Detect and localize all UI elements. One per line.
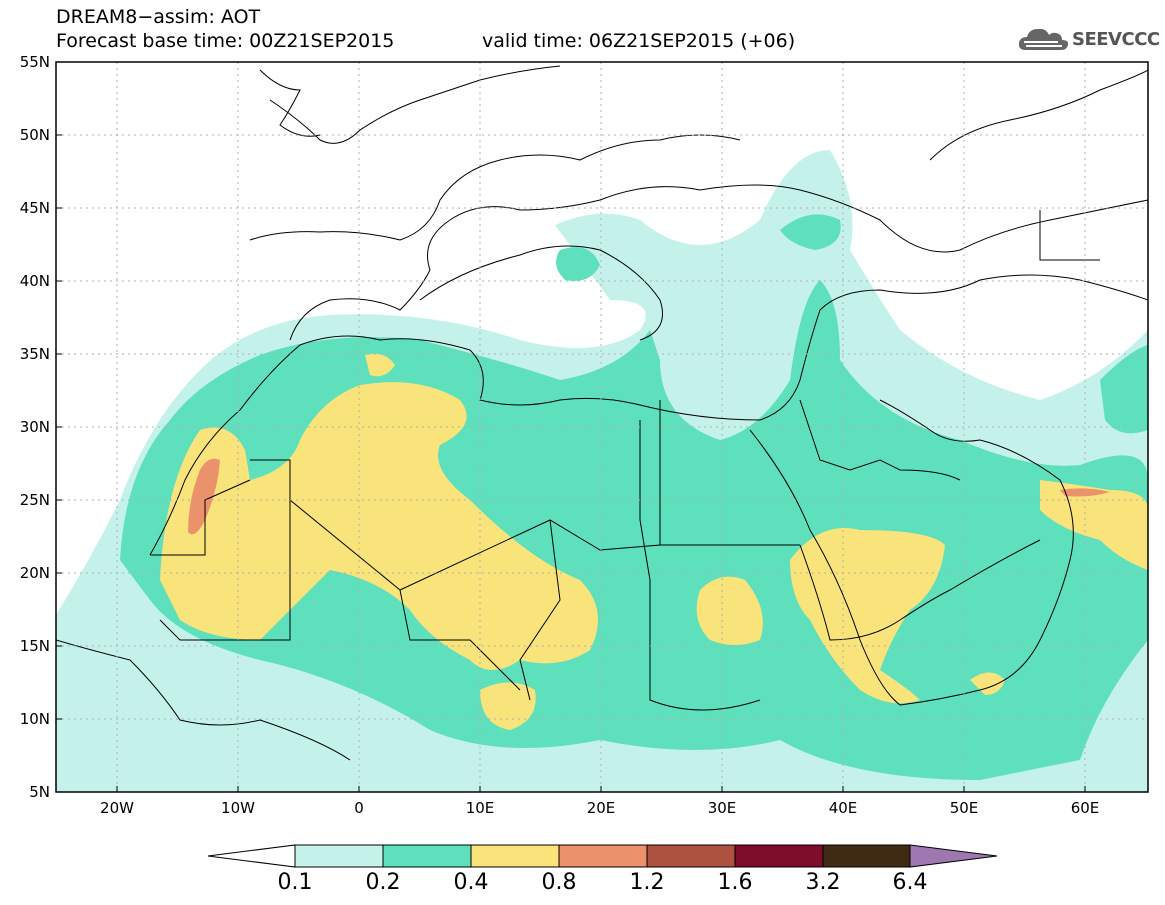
colorbar-label: 1.6	[717, 870, 753, 895]
colorbar-segment	[470, 844, 560, 868]
colorbar-label: 0.4	[453, 870, 489, 895]
lat-label: 5N	[29, 783, 50, 801]
colorbar-segment	[734, 844, 824, 868]
lat-label: 35N	[20, 345, 50, 363]
colorbar-segment	[822, 844, 911, 868]
aot-band-0.8	[188, 458, 1110, 535]
lon-label: 10W	[221, 799, 255, 817]
lon-label: 50E	[950, 799, 979, 817]
colorbar-label: 0.8	[541, 870, 577, 895]
cloud-icon	[1018, 28, 1069, 50]
colorbar-below-triangle	[207, 844, 296, 868]
aot-band-0.4	[160, 353, 1148, 730]
title-valid-time: valid time: 06Z21SEP2015 (+06)	[482, 30, 796, 52]
lat-label: 55N	[20, 53, 50, 71]
lon-label: 40E	[829, 799, 858, 817]
colorbar	[207, 844, 998, 868]
lat-label: 50N	[20, 126, 50, 144]
lat-label: 10N	[20, 710, 50, 728]
aot-field	[56, 150, 1148, 792]
grid-lines	[56, 62, 1148, 792]
tick-marks	[56, 61, 1086, 793]
lat-labels: 55N 50N 45N 40N 35N 30N 25N 20N 15N 10N …	[20, 53, 50, 801]
lat-label: 30N	[20, 418, 50, 436]
lat-label: 15N	[20, 637, 50, 655]
colorbar-above-triangle	[909, 844, 998, 868]
colorbar-label: 0.2	[365, 870, 401, 895]
title-base-time: Forecast base time: 00Z21SEP2015	[56, 30, 395, 52]
lon-label: 20W	[100, 799, 134, 817]
coastlines	[56, 65, 1148, 761]
lon-label: 10E	[466, 799, 495, 817]
lat-label: 45N	[20, 199, 50, 217]
lon-label: 30E	[708, 799, 737, 817]
lat-label: 25N	[20, 491, 50, 509]
colorbar-segment	[382, 844, 472, 868]
colorbar-segment	[558, 844, 648, 868]
colorbar-segment	[646, 844, 736, 868]
lat-label: 40N	[20, 272, 50, 290]
lon-label: 60E	[1071, 799, 1100, 817]
lon-label: 0	[354, 799, 364, 817]
colorbar-label: 1.2	[629, 870, 665, 895]
seevccc-logo: SEEVCCC	[1018, 24, 1160, 54]
title-line-1: DREAM8−assim: AOT	[56, 6, 261, 28]
lon-labels: 20W 10W 0 10E 20E 30E 40E 50E 60E	[100, 799, 1099, 817]
colorbar-segment	[294, 844, 384, 868]
colorbar-label: 0.1	[277, 870, 313, 895]
lat-label: 20N	[20, 564, 50, 582]
lon-label: 20E	[587, 799, 616, 817]
colorbar-label: 3.2	[805, 870, 841, 895]
logo-text: SEEVCCC	[1072, 28, 1160, 50]
colorbar-label: 6.4	[892, 870, 928, 895]
